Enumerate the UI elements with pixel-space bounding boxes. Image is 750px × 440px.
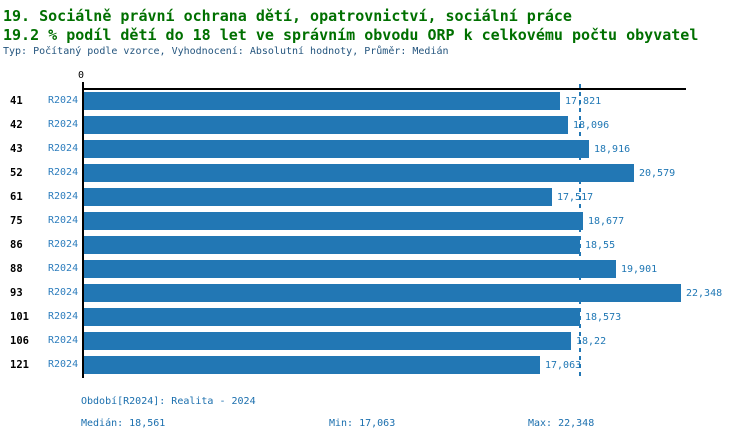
chart-row: 42 R2024 18,096 (0, 114, 750, 138)
footer-min-label: Min: 17,063 (329, 418, 396, 429)
footer-period-label: Období[R2024]: Realita - 2024 (81, 396, 256, 407)
bar-value-label: 17,821 (565, 96, 602, 107)
x-axis-origin-tick-label: 0 (77, 70, 84, 81)
chart-meta-info: Typ: Počítaný podle vzorce, Vyhodnocení:… (3, 46, 449, 57)
bar (84, 284, 681, 302)
bar-value-label: 18,916 (594, 144, 631, 155)
row-series-label: R2024 (48, 167, 79, 178)
bar-value-label: 19,901 (621, 264, 658, 275)
bar-value-label: 18,22 (576, 336, 607, 347)
chart-row: 106 R2024 18,22 (0, 330, 750, 354)
row-series-label: R2024 (48, 359, 79, 370)
row-series-label: R2024 (48, 95, 79, 106)
bar-chart-plot-area: 41 R2024 17,821 42 R2024 18,096 43 R2024… (0, 90, 750, 378)
row-series-label: R2024 (48, 239, 79, 250)
row-category-label: 88 (10, 263, 23, 275)
row-series-label: R2024 (48, 119, 79, 130)
chart-row: 41 R2024 17,821 (0, 90, 750, 114)
bar (84, 356, 540, 374)
bar (84, 308, 580, 326)
chart-row: 86 R2024 18,55 (0, 234, 750, 258)
bar (84, 212, 583, 230)
bar (84, 92, 560, 110)
row-category-label: 106 (10, 335, 29, 347)
x-axis-line (82, 88, 686, 90)
row-series-label: R2024 (48, 191, 79, 202)
row-category-label: 121 (10, 359, 29, 371)
bar-value-label: 18,096 (573, 120, 610, 131)
chart-row: 75 R2024 18,677 (0, 210, 750, 234)
row-series-label: R2024 (48, 287, 79, 298)
bar-value-label: 18,55 (585, 240, 616, 251)
row-category-label: 93 (10, 287, 23, 299)
chart-row: 88 R2024 19,901 (0, 258, 750, 282)
chart-row: 101 R2024 18,573 (0, 306, 750, 330)
chart-row: 93 R2024 22,348 (0, 282, 750, 306)
row-category-label: 43 (10, 143, 23, 155)
bar (84, 140, 589, 158)
bar (84, 332, 571, 350)
row-category-label: 75 (10, 215, 23, 227)
footer-median-label: Medián: 18,561 (81, 418, 166, 429)
bar-value-label: 17,063 (545, 360, 582, 371)
median-reference-line (579, 84, 581, 380)
row-category-label: 86 (10, 239, 23, 251)
bar-value-label: 22,348 (686, 288, 723, 299)
row-category-label: 61 (10, 191, 23, 203)
row-category-label: 101 (10, 311, 29, 323)
bar (84, 188, 552, 206)
chart-row: 52 R2024 20,579 (0, 162, 750, 186)
row-series-label: R2024 (48, 335, 79, 346)
y-axis-line (82, 82, 84, 378)
row-series-label: R2024 (48, 215, 79, 226)
bar-value-label: 17,517 (557, 192, 594, 203)
row-category-label: 41 (10, 95, 23, 107)
row-series-label: R2024 (48, 263, 79, 274)
bar (84, 116, 568, 134)
row-series-label: R2024 (48, 143, 79, 154)
chart-row: 121 R2024 17,063 (0, 354, 750, 378)
bar (84, 164, 634, 182)
row-category-label: 42 (10, 119, 23, 131)
bar (84, 260, 616, 278)
bar (84, 236, 580, 254)
chart-row: 43 R2024 18,916 (0, 138, 750, 162)
chart-title: 19. Sociálně právní ochrana dětí, opatro… (3, 7, 572, 25)
row-series-label: R2024 (48, 311, 79, 322)
chart-row: 61 R2024 17,517 (0, 186, 750, 210)
bar-value-label: 18,677 (588, 216, 625, 227)
chart-subtitle: 19.2 % podíl dětí do 18 let ve správním … (3, 26, 699, 44)
footer-max-label: Max: 22,348 (528, 418, 595, 429)
row-category-label: 52 (10, 167, 23, 179)
bar-value-label: 20,579 (639, 168, 676, 179)
bar-value-label: 18,573 (585, 312, 622, 323)
